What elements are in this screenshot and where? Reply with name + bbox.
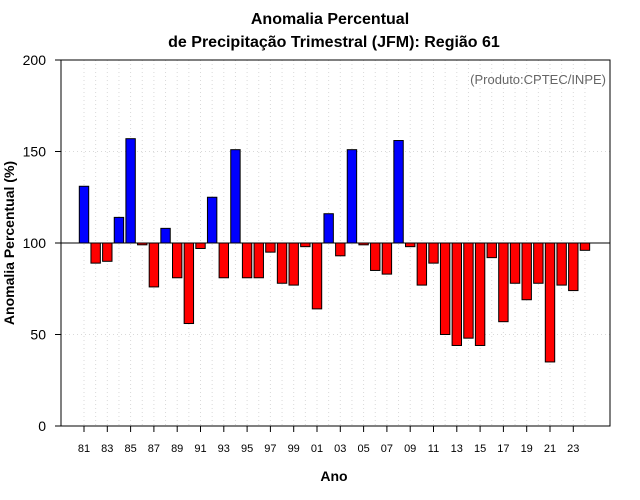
bar-2010: [416, 242, 428, 286]
bar-1999: [288, 242, 299, 286]
x-tick-label: 93: [218, 443, 230, 455]
bar-1983: [102, 242, 113, 262]
bar-1990: [183, 242, 195, 325]
bar-1984: [113, 216, 125, 244]
bar-2014: [463, 242, 474, 339]
x-tick-label: 95: [241, 443, 253, 455]
x-tick-label: 05: [357, 443, 369, 455]
bar-1989: [172, 242, 183, 279]
y-tick-label: 200: [23, 52, 47, 68]
chart-title-line1: Anomalia Percentual: [251, 11, 409, 28]
bars: [78, 138, 591, 363]
bar-2006: [370, 242, 381, 271]
x-tick-label: 09: [404, 443, 416, 455]
bar-2017: [498, 242, 509, 323]
bar-2012: [439, 242, 451, 335]
bar-2016: [486, 242, 497, 259]
y-tick-label: 50: [30, 327, 46, 343]
x-tick-label: 99: [288, 443, 300, 455]
bar-2013: [451, 242, 463, 346]
bar-2009: [405, 242, 416, 248]
bar-1991: [195, 242, 206, 249]
bar-2015: [474, 242, 486, 346]
bar-1993: [218, 242, 230, 279]
y-tick-label: 150: [23, 144, 47, 160]
x-tick-label: 81: [78, 443, 90, 455]
bar-1995: [241, 242, 253, 279]
bar-1987: [148, 242, 160, 288]
x-axis: 81 83 85 87 89 91 93 95 97 99 01 03 05 07 09 11 13 15 17 19…: [78, 426, 579, 455]
x-tick-label: 97: [264, 443, 276, 455]
x-tick-label: 19: [521, 443, 533, 455]
bar-2008: [393, 140, 404, 244]
bar-1985: [125, 138, 136, 244]
y-tick-label: 100: [23, 235, 47, 251]
bar-2024: [579, 242, 591, 251]
x-tick-label: 87: [148, 443, 160, 455]
x-tick-label: 07: [381, 443, 393, 455]
bar-2000: [300, 242, 311, 248]
x-tick-label: 23: [567, 443, 579, 455]
x-tick-label: 21: [544, 443, 556, 455]
bar-1981: [78, 185, 90, 244]
bar-2019: [521, 242, 532, 301]
bar-2011: [428, 242, 439, 264]
bar-2007: [381, 242, 393, 275]
x-tick-label: 11: [428, 443, 439, 455]
y-axis: 0 50 100 150 200: [23, 52, 61, 434]
bar-2002: [323, 213, 334, 244]
bar-1994: [230, 149, 241, 244]
x-tick-label: 13: [451, 443, 463, 455]
bar-2020: [533, 242, 544, 284]
bar-1996: [253, 242, 264, 279]
x-tick-label: 01: [311, 443, 323, 455]
bar-1998: [276, 242, 288, 284]
bar-2018: [509, 242, 521, 284]
bar-1982: [90, 242, 101, 264]
x-tick-label: 17: [497, 443, 509, 455]
x-axis-label: Ano: [320, 468, 347, 484]
bar-2004: [346, 149, 358, 244]
x-tick-label: 91: [194, 443, 206, 455]
credit-text: (Produto:CPTEC/INPE): [470, 72, 606, 87]
bar-1992: [206, 196, 218, 244]
x-tick-label: 89: [171, 443, 183, 455]
x-tick-label: 15: [474, 443, 486, 455]
bar-2023: [568, 242, 579, 292]
bar-2021: [544, 242, 556, 363]
bar-1988: [160, 227, 171, 244]
y-axis-label: Anomalia Percentual (%): [1, 161, 17, 325]
x-tick-label: 03: [334, 443, 346, 455]
bar-2022: [556, 242, 567, 286]
bar-2003: [335, 242, 346, 257]
gridlines: [61, 59, 610, 427]
x-tick-label: 85: [124, 443, 136, 455]
x-tick-label: 83: [101, 443, 113, 455]
chart-title-line2: de Precipitação Trimestral (JFM): Região…: [168, 34, 500, 51]
y-tick-label: 0: [38, 418, 46, 434]
bar-1997: [265, 242, 276, 253]
bar-2001: [311, 242, 323, 310]
